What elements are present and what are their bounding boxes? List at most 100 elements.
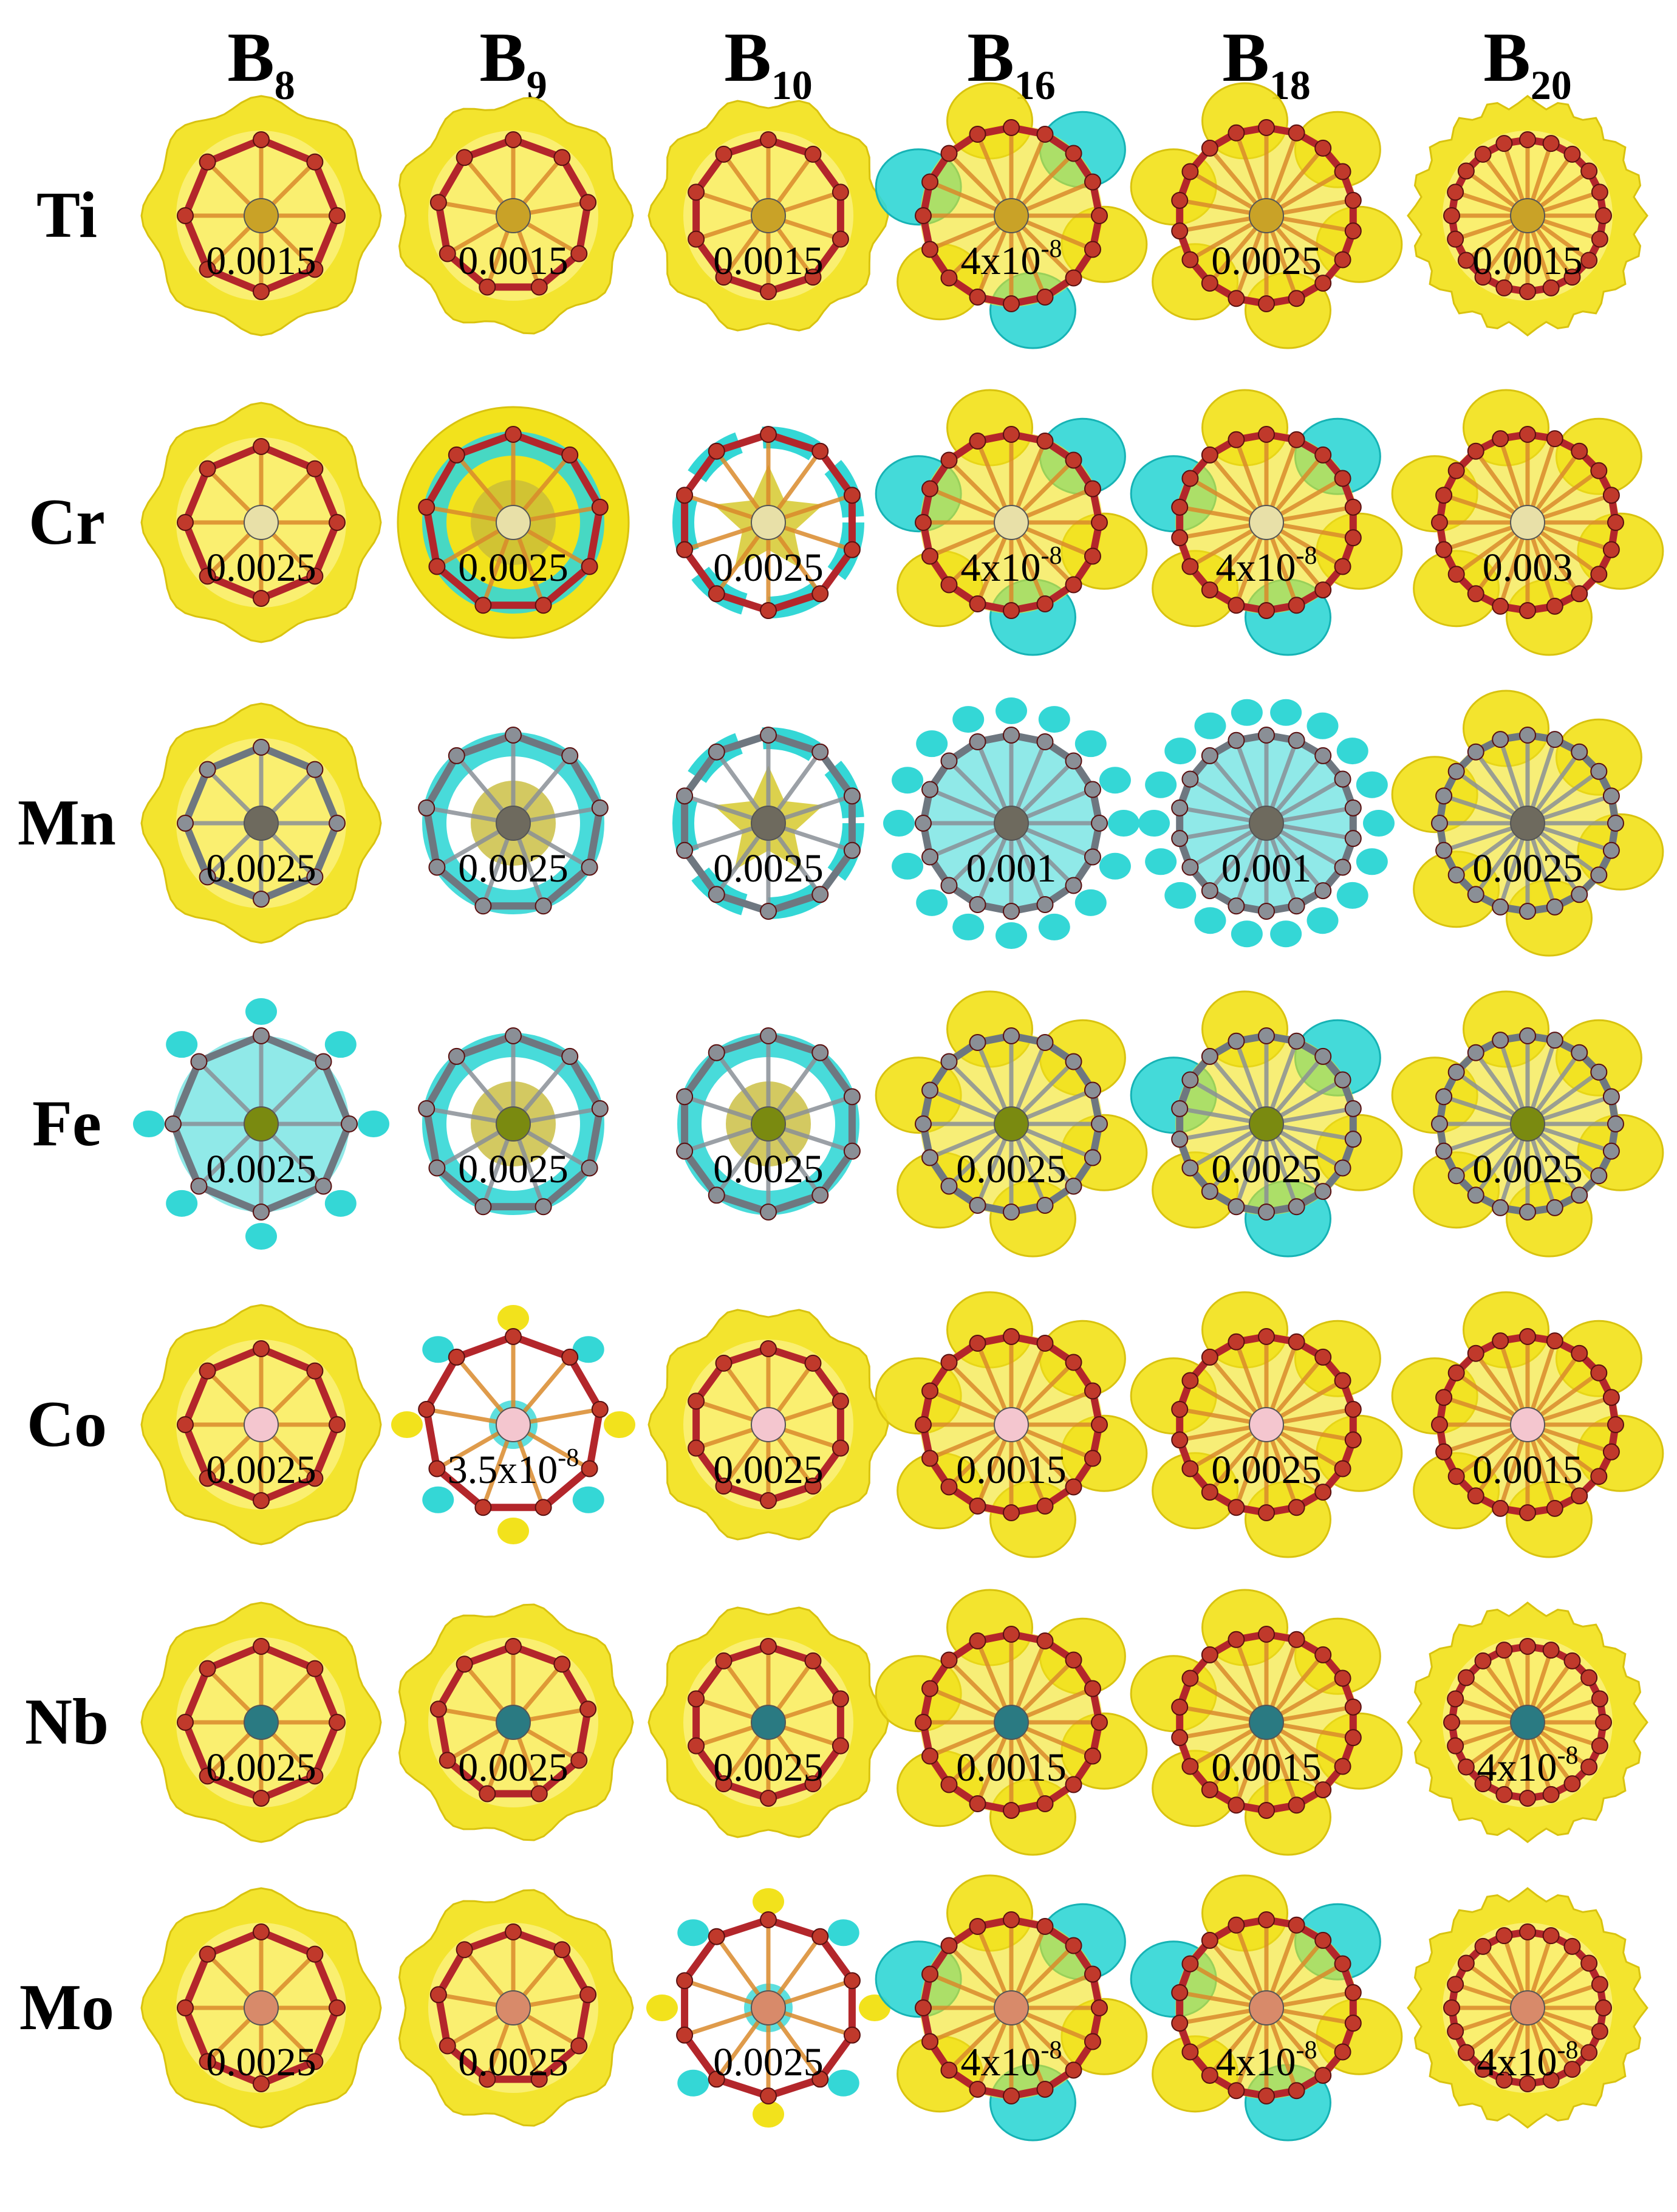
bond-ring <box>712 590 772 614</box>
boron-atom <box>1519 131 1536 148</box>
boron-atom <box>940 1937 958 1954</box>
bond-ring <box>712 731 772 756</box>
bond-ring <box>311 465 341 526</box>
cluster-structure <box>140 95 382 337</box>
isosurface-lobe <box>827 2069 859 2097</box>
boron-atom <box>1563 2061 1581 2078</box>
cell-mn-b16: 0.001 <box>878 696 1145 999</box>
boron-atom <box>329 207 346 224</box>
boron-atom <box>1003 1802 1020 1819</box>
isovalue-label: 0.0025 <box>128 2038 395 2087</box>
cell-ti-b16: 4x10-8 <box>875 82 1148 392</box>
bond-ring <box>182 2004 211 2066</box>
boron-atom <box>1590 1063 1608 1081</box>
isovalue-label: 4x10-8 <box>1133 543 1400 592</box>
boron-atom <box>1084 241 1101 258</box>
boron-atom <box>456 1656 473 1673</box>
bond-ring <box>433 1465 487 1512</box>
boron-atom <box>429 194 447 211</box>
boron-atom <box>940 576 958 594</box>
boron-atom <box>253 283 270 300</box>
metal-atom <box>1510 505 1545 540</box>
cell-ti-b8: 0.0015 <box>128 88 395 392</box>
bond-ring <box>558 154 592 207</box>
isosurface-lobe <box>245 1223 277 1250</box>
cluster-structure <box>1138 699 1395 948</box>
boron-atom <box>1065 576 1082 594</box>
boron-atom <box>581 858 598 876</box>
isovalue-label: 0.0025 <box>380 1744 647 1792</box>
boron-atom <box>1435 1088 1453 1106</box>
boron-atom <box>811 442 829 460</box>
boron-atom <box>439 2037 456 2055</box>
boron-atom <box>1084 480 1101 498</box>
boron-atom <box>676 1142 694 1160</box>
isovalue-text: 0.0025 <box>458 1745 569 1790</box>
boron-atom <box>1519 1027 1536 1044</box>
bond-ring <box>443 2042 491 2083</box>
isovalue-text: 0.0025 <box>1472 846 1583 891</box>
isovalue-label: 0.0025 <box>635 1744 902 1792</box>
cell-fe-b16: 0.0025 <box>875 990 1148 1300</box>
boron-atom <box>570 2037 588 2055</box>
isovalue-text: 0.0025 <box>1211 1448 1322 1492</box>
cell-mo-b20: 4x10-8 <box>1394 1880 1661 2184</box>
boron-atom <box>1036 595 1054 612</box>
cell-co-b16: 0.0015 <box>875 1291 1148 1601</box>
bond-ring <box>535 1756 583 1798</box>
isovalue-text: 0.0015 <box>206 239 316 283</box>
isosurface-lobe <box>827 1919 859 1947</box>
isovalue-label: 0.001 <box>1133 844 1400 893</box>
boron-atom <box>306 2053 324 2070</box>
boron-atom <box>921 547 939 565</box>
cell-nb-b10: 0.0025 <box>635 1595 902 1899</box>
boron-atom <box>479 1785 496 1803</box>
isovalue-label: 0.0015 <box>128 237 395 286</box>
boron-atom <box>1563 269 1581 286</box>
bond-ring <box>258 2058 319 2087</box>
bond-ring <box>182 158 211 219</box>
boron-atom <box>1314 1781 1332 1799</box>
boron-atom <box>591 1400 609 1418</box>
metal-atom <box>751 1407 786 1442</box>
isovalue-text: 4x10 <box>960 239 1041 283</box>
bond-ring <box>203 1643 265 1673</box>
boron-atom <box>921 1680 939 1697</box>
metal-atom <box>496 806 531 841</box>
boron-atom <box>708 743 725 761</box>
boron-atom <box>253 438 270 455</box>
boron-atom <box>1590 866 1608 884</box>
boron-atom <box>1447 1976 1464 1993</box>
isosurface-lobe <box>859 1995 890 2021</box>
bond-ring <box>203 1928 265 1958</box>
boron-atom <box>1288 597 1305 614</box>
isosurface-lobe <box>1231 920 1263 948</box>
bond-ring <box>816 2031 856 2083</box>
cell-co-b10: 0.0025 <box>635 1297 902 1601</box>
boron-atom <box>1036 1034 1054 1052</box>
boron-atom <box>579 194 597 211</box>
boron-atom <box>1590 762 1608 780</box>
boron-atom <box>1563 1775 1581 1793</box>
bond-ring <box>195 1032 265 1066</box>
boron-atom <box>1590 462 1608 479</box>
bond-ring <box>433 1164 487 1211</box>
boron-atom <box>1003 426 1020 443</box>
boron-atom <box>1571 1344 1588 1362</box>
isovalue-text: 3.5x10 <box>447 1448 558 1492</box>
metal-atom <box>751 505 786 540</box>
boron-atom <box>1591 1737 1608 1755</box>
isovalue-text: 0.0025 <box>458 546 569 590</box>
boron-atom <box>199 1945 216 1963</box>
boron-atom <box>1171 1729 1189 1747</box>
boron-atom <box>921 1965 939 1983</box>
boron-atom <box>843 1972 861 1990</box>
boron-atom <box>199 1767 216 1785</box>
bond-ring <box>681 748 720 800</box>
boron-atom <box>1258 1504 1275 1521</box>
boron-atom <box>474 1198 492 1216</box>
boron-atom <box>1542 1786 1560 1803</box>
boron-atom <box>1431 1115 1448 1132</box>
boron-atom <box>832 1690 849 1708</box>
isovalue-label: 0.0015 <box>635 237 902 286</box>
